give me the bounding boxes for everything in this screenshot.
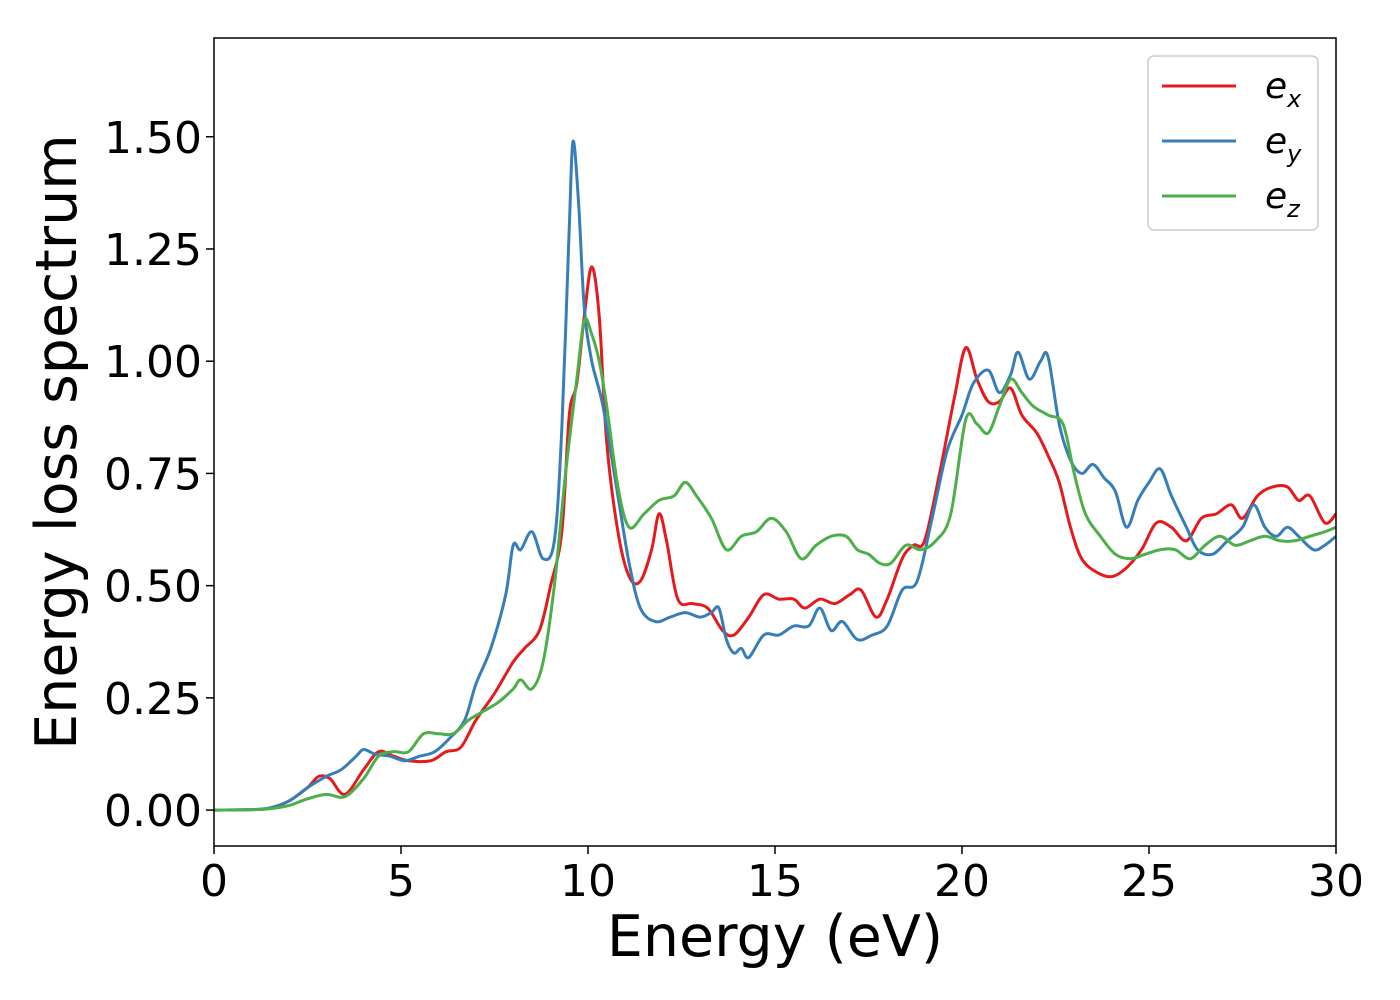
legend-label-subscript: x [1286, 85, 1302, 113]
x-tick-label: 25 [1121, 856, 1177, 907]
x-tick-label: 5 [387, 856, 415, 907]
y-tick-label: 1.50 [104, 113, 202, 164]
x-tick-label: 10 [560, 856, 616, 907]
series-line-ex [214, 265, 1336, 812]
legend-label-subscript: y [1286, 140, 1302, 168]
legend-box [1147, 55, 1319, 231]
y-tick-label: 0.50 [104, 562, 202, 613]
y-tick-label: 0.00 [104, 786, 202, 837]
x-tick-label: 15 [747, 856, 803, 907]
y-tick-label: 0.75 [104, 449, 202, 500]
legend-label-subscript: z [1286, 195, 1301, 223]
series-layer [214, 139, 1336, 812]
y-tick-label: 1.25 [104, 225, 202, 276]
x-tick-label: 30 [1308, 856, 1364, 907]
y-tick-label: 0.25 [104, 674, 202, 725]
x-axis-ticks: 0 5 10 15 20 25 30 [200, 846, 1364, 907]
x-tick-label: 0 [200, 856, 228, 907]
series-line-ey [214, 139, 1336, 812]
y-tick-label: 1.00 [104, 337, 202, 388]
x-axis-title: Energy (eV) [607, 904, 943, 970]
y-axis-title: Energy loss spectrum [24, 134, 90, 750]
y-axis-ticks: 0.00 0.25 0.50 0.75 1.00 1.25 1.50 [104, 113, 214, 837]
series-line-ez [214, 317, 1336, 812]
x-tick-label: 20 [934, 856, 990, 907]
